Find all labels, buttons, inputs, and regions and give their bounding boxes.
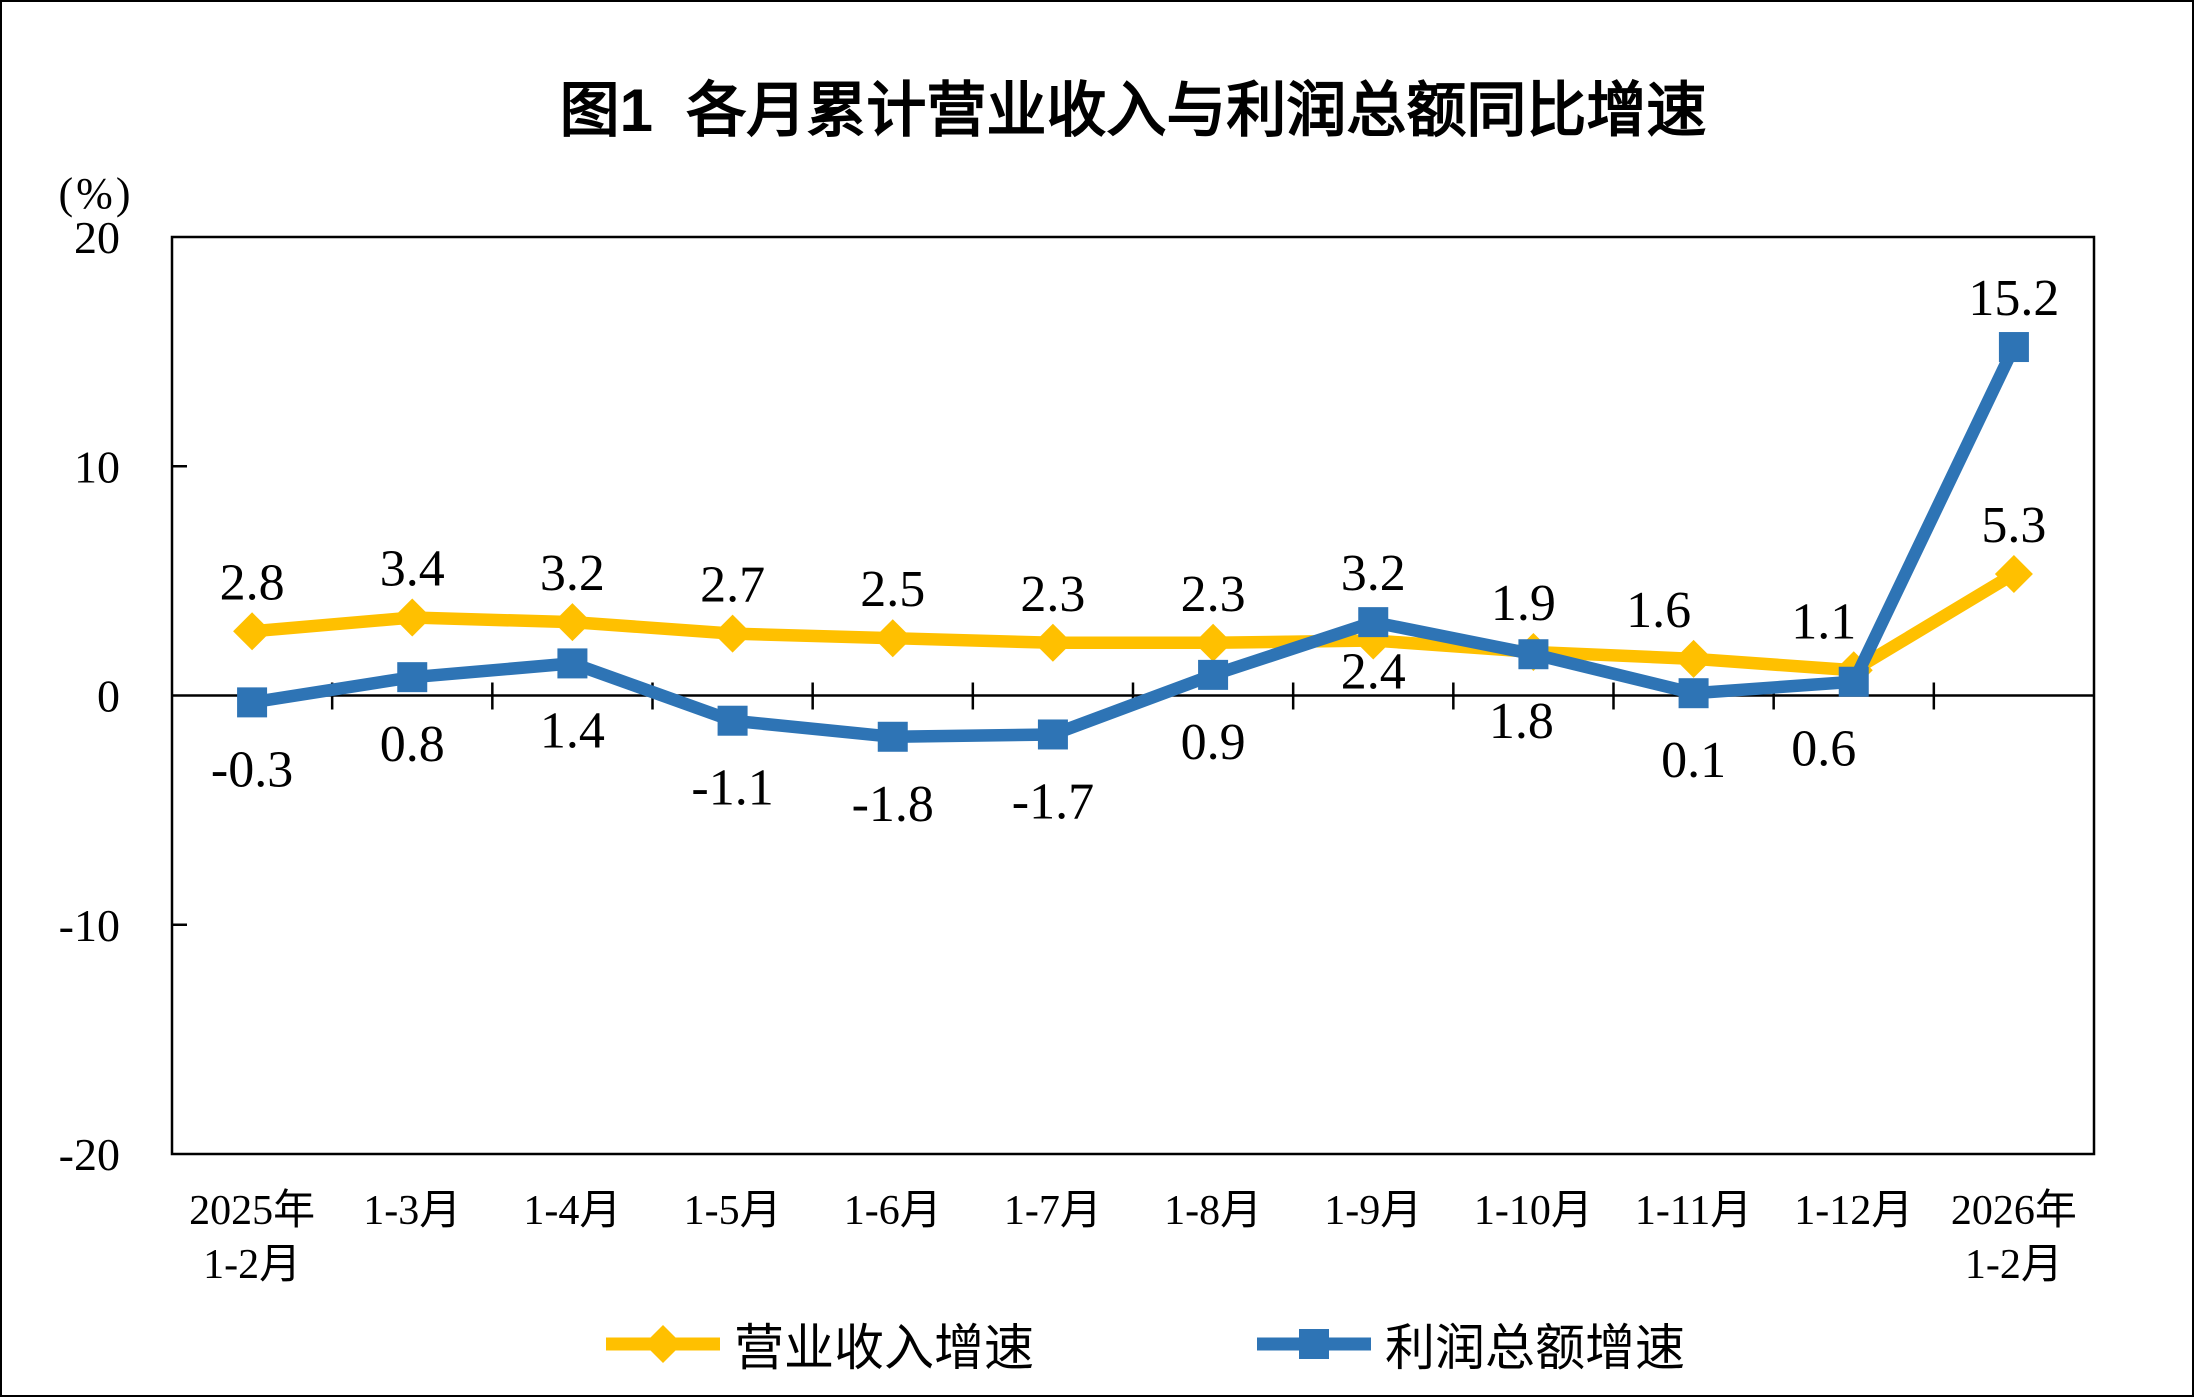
- x-axis-category-label: 1-6月: [844, 1188, 942, 1234]
- profit-data-label: -1.8: [852, 776, 934, 833]
- profit-series-marker: [397, 662, 428, 693]
- profit-data-label: 0.6: [1791, 721, 1856, 778]
- profit-series-marker: [1998, 332, 2029, 363]
- profit-data-label: -0.3: [211, 741, 293, 798]
- profit-data-label: 0.1: [1661, 732, 1726, 789]
- revenue-series-marker: [393, 598, 432, 637]
- revenue-data-label: 1.6: [1626, 582, 1691, 639]
- profit-series-marker: [717, 705, 748, 736]
- revenue-series-marker: [1994, 554, 2033, 593]
- revenue-series-marker: [553, 603, 592, 642]
- revenue-series-marker: [873, 619, 912, 658]
- x-axis-category-label: 1-9月: [1324, 1188, 1422, 1234]
- x-axis-category-label: 1-12月: [1794, 1188, 1913, 1234]
- x-axis-category-label: 1-10月: [1474, 1188, 1593, 1234]
- x-axis-category-label: 1-7月: [1004, 1188, 1102, 1234]
- profit-series-marker: [1037, 719, 1068, 750]
- y-axis-unit-label: (%): [59, 169, 134, 218]
- legend-swatch-marker: [644, 1325, 682, 1363]
- y-axis-tick-label: 0: [97, 671, 120, 722]
- profit-series-line: [251, 344, 2020, 744]
- chart-legend: 营业收入增速 利润总额增速: [2, 1316, 2192, 1386]
- profit-series-marker: [1358, 607, 1389, 638]
- revenue-series-swatch-icon: [606, 1325, 720, 1363]
- revenue-data-label: 2.5: [860, 561, 925, 618]
- x-axis-category-label: 1-8月: [1164, 1188, 1262, 1234]
- profit-data-label: 15.2: [1968, 270, 2059, 327]
- revenue-data-label: 3.4: [380, 541, 445, 598]
- legend-item-profit: 利润总额增速: [1255, 1316, 1685, 1376]
- profit-series-marker: [877, 721, 908, 752]
- profit-series-marker: [1198, 659, 1229, 690]
- profit-data-label: -1.1: [691, 760, 773, 817]
- y-axis-tick-label: 10: [74, 441, 120, 492]
- revenue-data-label: 5.3: [1981, 497, 2046, 554]
- revenue-series-line: [251, 568, 2018, 677]
- revenue-data-label: 2.4: [1341, 643, 1406, 700]
- x-axis-category-label: 2026年 1-2月: [1951, 1187, 2077, 1288]
- revenue-data-label: 1.9: [1491, 575, 1556, 632]
- revenue-data-label: 2.3: [1181, 566, 1246, 623]
- revenue-data-label: 2.8: [220, 554, 285, 611]
- legend-label-revenue: 营业收入增速: [734, 1320, 1034, 1376]
- profit-series-marker: [237, 687, 268, 718]
- legend-swatch-marker: [1299, 1329, 1329, 1359]
- profit-data-label: 0.9: [1181, 714, 1246, 771]
- revenue-series-marker: [1033, 623, 1072, 662]
- revenue-data-label: 2.7: [700, 557, 765, 614]
- legend-label-profit: 利润总额增速: [1385, 1320, 1685, 1376]
- profit-data-label: 1.8: [1489, 693, 1554, 750]
- revenue-data-label: 1.1: [1791, 593, 1856, 650]
- profit-series-marker: [1518, 639, 1549, 670]
- x-axis-category-label: 2025年 1-2月: [189, 1187, 315, 1288]
- x-axis-category-label: 1-4月: [523, 1188, 621, 1234]
- profit-series-swatch-icon: [1257, 1329, 1371, 1359]
- revenue-data-label: 3.2: [540, 545, 605, 602]
- profit-data-label: 3.2: [1341, 545, 1406, 602]
- profit-data-label: 0.8: [380, 716, 445, 773]
- profit-series-marker: [557, 648, 588, 679]
- chart-title: 图1 各月累计营业收入与利润总额同比增速: [559, 77, 1707, 144]
- x-axis-category-label: 1-5月: [684, 1188, 782, 1234]
- revenue-series-marker: [713, 614, 752, 653]
- revenue-series-marker: [1674, 639, 1713, 678]
- revenue-data-label: 2.3: [1020, 566, 1085, 623]
- profit-data-label: -1.7: [1012, 773, 1094, 830]
- x-axis-category-label: 1-11月: [1635, 1188, 1752, 1234]
- y-axis-tick-label: -20: [59, 1129, 120, 1180]
- y-axis-tick-label: 20: [74, 212, 120, 263]
- x-axis-category-label: 1-3月: [363, 1188, 461, 1234]
- profit-series-marker: [1838, 666, 1869, 697]
- y-axis-tick-label: -10: [59, 900, 120, 951]
- revenue-series-marker: [233, 612, 272, 651]
- legend-item-revenue: 营业收入增速: [604, 1316, 1034, 1376]
- profit-series-marker: [1678, 678, 1709, 709]
- revenue-series-marker: [1194, 623, 1233, 662]
- profit-data-label: 1.4: [540, 702, 605, 759]
